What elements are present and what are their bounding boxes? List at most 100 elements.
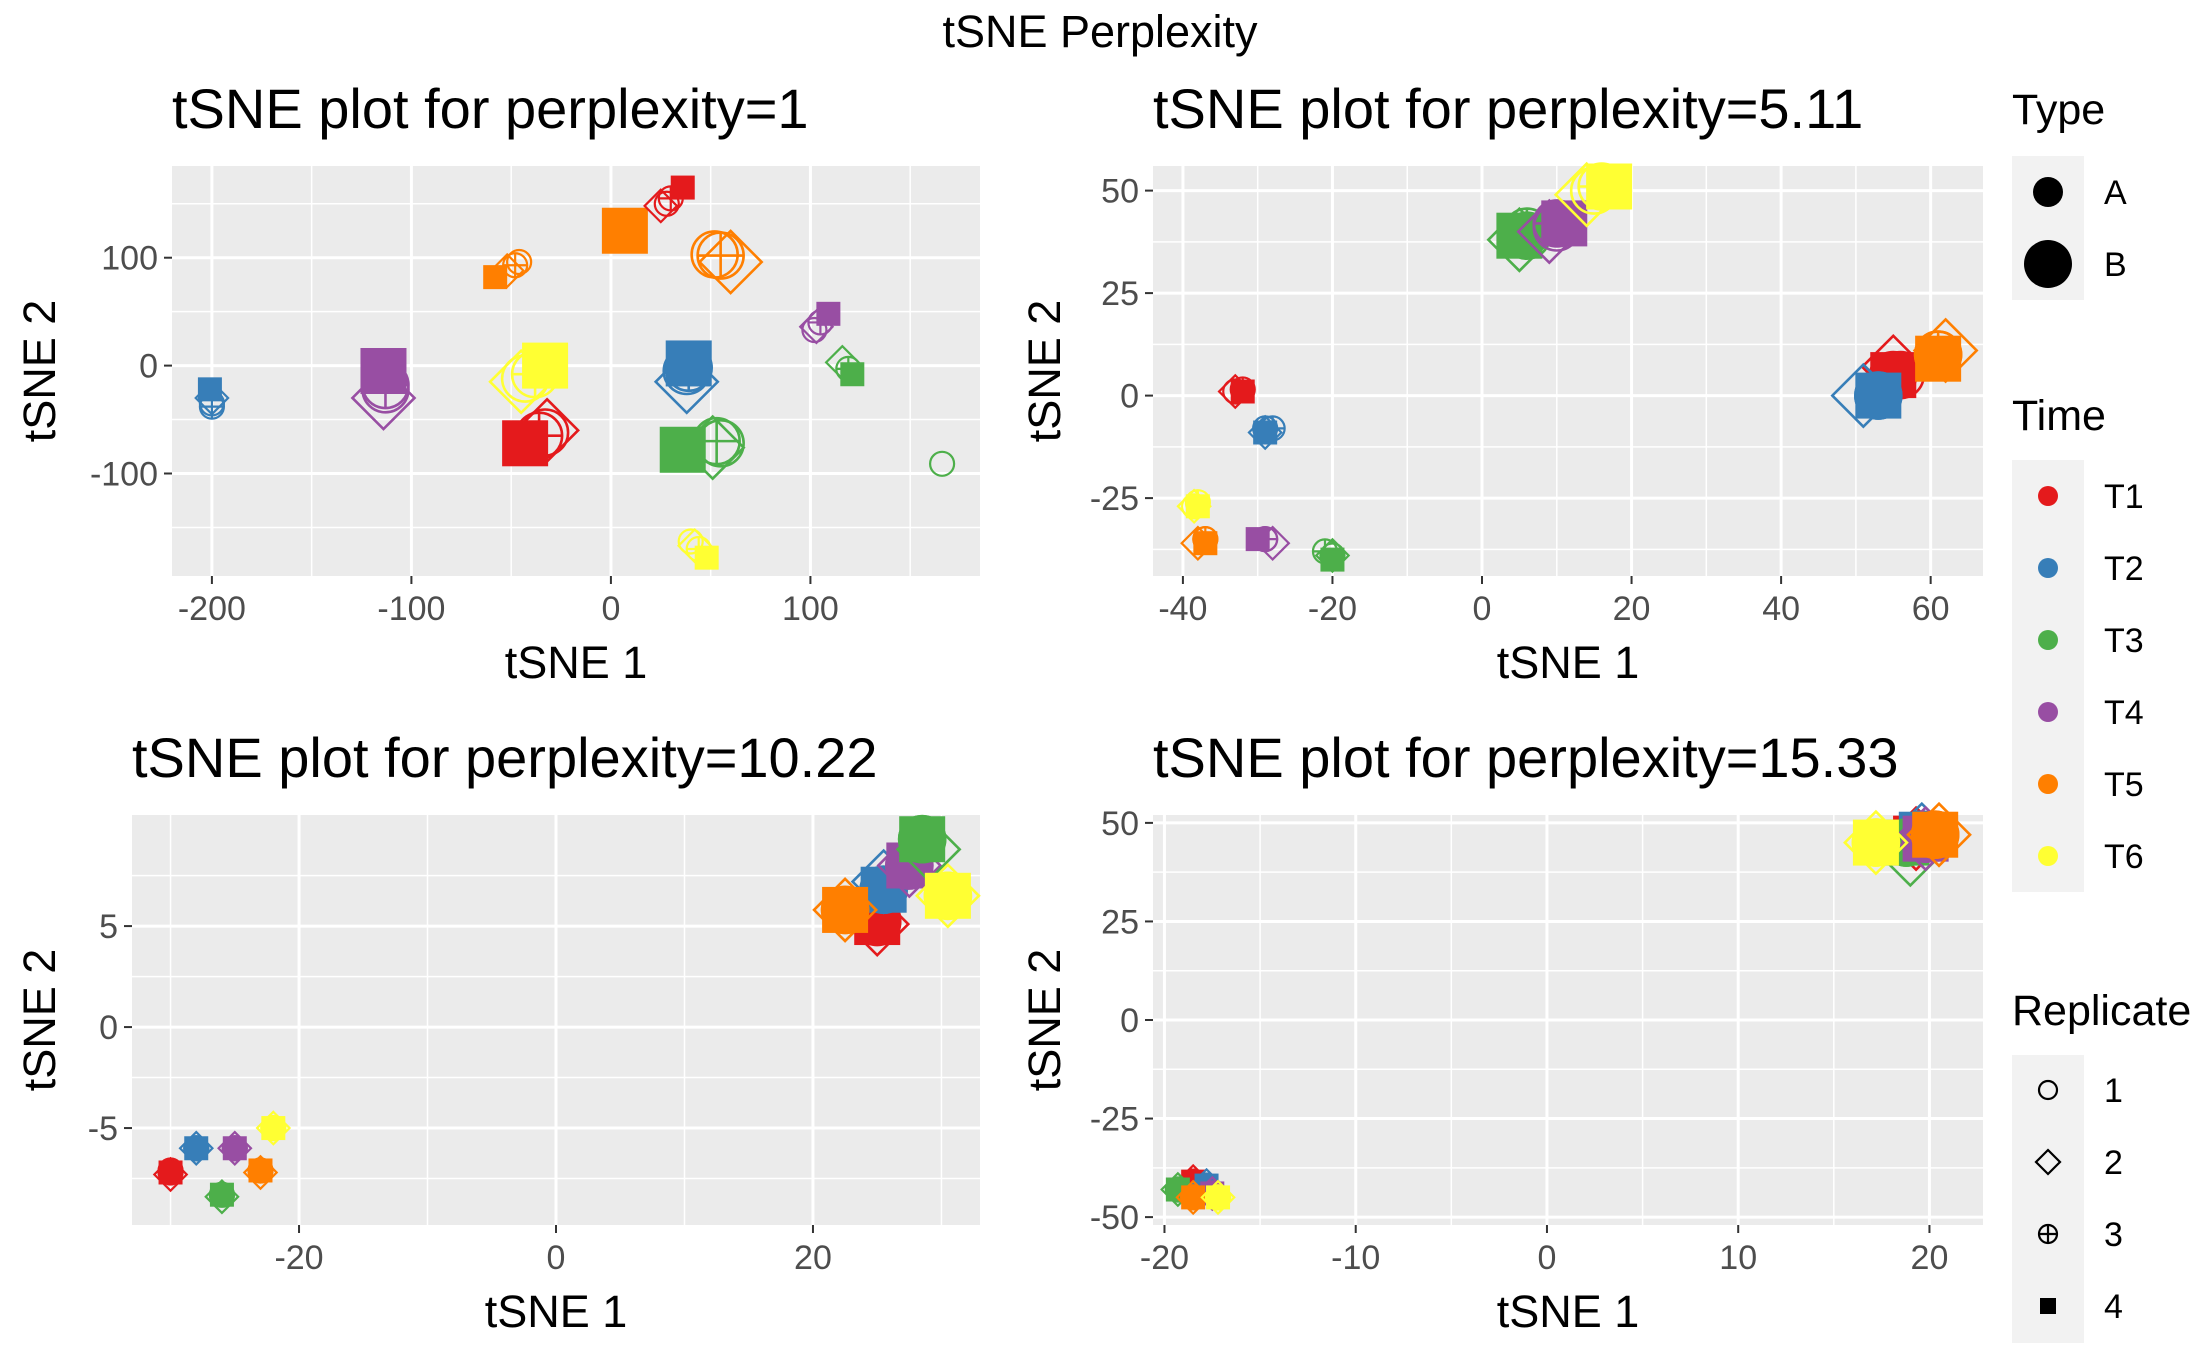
- point-t5-rep4-typea: [1193, 531, 1218, 556]
- y-tick-label: -50: [1090, 1199, 1139, 1237]
- panel-1-y-axis-label: tSNE 2: [14, 300, 65, 443]
- panel-3-y-axis-label: tSNE 2: [14, 949, 65, 1092]
- point-t5-rep4-typeb: [822, 886, 869, 933]
- point-t2-rep4-typeb: [665, 340, 712, 387]
- panel-2-x-axis-label: tSNE 1: [1497, 637, 1640, 688]
- panel-4-points: [1160, 801, 1972, 1216]
- point-t4-rep4-typea: [1245, 527, 1270, 552]
- panel-1-x-axis-label: tSNE 1: [505, 637, 648, 688]
- legend-replicate-label-2: 2: [2104, 1144, 2123, 1182]
- panel-2-axes: -40 -20 0 20 40 60 -25 0 25 50: [1090, 173, 1950, 628]
- x-tick-label: -200: [178, 590, 246, 628]
- point-t5-rep4-typeb: [601, 207, 648, 254]
- legend-time-label-t4: T4: [2104, 694, 2144, 732]
- legend-time-key-t3: [2038, 630, 2058, 650]
- point-t4-rep4-typeb: [360, 348, 407, 394]
- point-t5-rep4-typeb: [1915, 335, 1962, 382]
- point-t1-rep4-typea: [1230, 379, 1255, 404]
- legend-time-label-t1: T1: [2104, 478, 2144, 516]
- panel-1-axes: -200 -100 0 100 -100 0 100: [90, 240, 839, 628]
- legend-type-key-b: [2024, 240, 2072, 288]
- point-t5-rep2-typeb: [697, 229, 764, 295]
- legend-replicate-key-3: [2037, 1223, 2059, 1245]
- panel-1-title: tSNE plot for perplexity=1: [172, 77, 809, 140]
- legend-replicate-key-1: [2037, 1079, 2059, 1101]
- point-t4-rep4-typea: [222, 1136, 247, 1161]
- panel-4-title: tSNE plot for perplexity=15.33: [1153, 726, 1899, 789]
- legend-type-label-a: A: [2104, 174, 2127, 212]
- point-t3-rep4-typea: [840, 362, 865, 387]
- legend-type-label-b: B: [2104, 246, 2127, 284]
- x-tick-label: 60: [1912, 590, 1950, 628]
- legend-type-title: Type: [2012, 86, 2105, 134]
- x-tick-label: 20: [1911, 1239, 1949, 1277]
- y-tick-label: -25: [1090, 480, 1139, 518]
- legend-type-key-a: [2033, 177, 2063, 207]
- x-tick-label: 100: [782, 590, 839, 628]
- legend-type: Type AB: [2012, 86, 2127, 300]
- legend-replicate-title: Replicate: [2012, 987, 2191, 1035]
- point-t3-rep4-typea: [1320, 547, 1345, 572]
- panel-4-x-axis-label: tSNE 1: [1497, 1286, 1640, 1337]
- legend-time-key-t6: [2038, 846, 2058, 866]
- x-tick-label: 0: [547, 1239, 566, 1277]
- panel-3-x-axis-label: tSNE 1: [485, 1286, 628, 1337]
- point-t3-rep4-typeb: [899, 816, 946, 863]
- panel-perplexity-1: tSNE plot for perplexity=1 -200 -100 0 100-…: [14, 77, 980, 688]
- point-t1-rep4-typeb: [502, 420, 549, 467]
- y-tick-label: 0: [1120, 378, 1139, 416]
- y-tick-label: 50: [1101, 805, 1139, 843]
- point-t4-rep4-typeb: [1541, 200, 1588, 247]
- legend-time-box: [2012, 460, 2084, 892]
- panel-4-gridlines: [1153, 815, 1983, 1225]
- point-t6-rep4-typea: [694, 545, 719, 570]
- legend-replicate-key-2: [2034, 1148, 2062, 1176]
- point-t4-rep4-typea: [816, 301, 841, 326]
- x-tick-label: -100: [377, 590, 445, 628]
- point-t2-rep4-typea: [197, 377, 222, 402]
- point-t5-rep3-typeb: [696, 231, 745, 280]
- panel-2-points: [1176, 161, 1979, 574]
- point-t6-rep4-typea: [1206, 1185, 1231, 1210]
- panel-perplexity-5-11: tSNE plot for perplexity=5.11 -40 -20 0 20 4…: [1019, 77, 1983, 688]
- point-t1-rep4-typea: [670, 175, 695, 200]
- point-t3-rep1-typea: [928, 450, 956, 477]
- point-t6-rep4-typea: [1185, 494, 1210, 519]
- x-tick-label: -10: [1331, 1239, 1380, 1277]
- legend-replicate-items: 1 2 3 4: [2034, 1072, 2123, 1326]
- point-t6-rep1-typea: [677, 528, 704, 555]
- panel-3-points: [152, 814, 981, 1215]
- point-t2-rep4-typeb: [1855, 372, 1902, 419]
- legend-replicate: Replicate 1 2 3 4: [2012, 987, 2191, 1343]
- panel-3-title: tSNE plot for perplexity=10.22: [132, 726, 878, 789]
- legend-time-title: Time: [2012, 392, 2106, 440]
- legend-time-label-t3: T3: [2104, 622, 2144, 660]
- point-t2-rep4-typea: [1253, 420, 1278, 445]
- point-t6-rep4-typea: [261, 1116, 286, 1141]
- legend-time-key-t4: [2038, 702, 2058, 722]
- x-tick-label: -20: [1140, 1239, 1189, 1277]
- x-tick-label: -20: [274, 1239, 323, 1277]
- legend-time-key-t2: [2038, 558, 2058, 578]
- x-tick-label: 40: [1762, 590, 1800, 628]
- panel-perplexity-15-33: tSNE plot for perplexity=15.33 -20 -10 0 10…: [1019, 726, 1983, 1337]
- x-tick-label: 0: [1473, 590, 1492, 628]
- legend-time-key-t5: [2038, 774, 2058, 794]
- point-t3-rep4-typeb: [659, 426, 706, 473]
- legend-time: Time T1 T2 T3 T4 T5 T6: [2012, 392, 2144, 892]
- legend-time-items: T1 T2 T3 T4 T5 T6: [2038, 478, 2144, 876]
- panel-perplexity-10-22: tSNE plot for perplexity=10.22 -20 0 20 -5 0…: [14, 726, 981, 1337]
- point-t6-rep4-typeb: [1852, 819, 1899, 866]
- y-tick-label: 50: [1101, 173, 1139, 211]
- panel-1-points: [194, 175, 956, 570]
- y-tick-label: 0: [99, 1009, 118, 1047]
- point-t5-rep4-typeb: [1912, 811, 1959, 858]
- y-tick-label: -25: [1090, 1101, 1139, 1139]
- panel-2-title: tSNE plot for perplexity=5.11: [1153, 77, 1863, 140]
- y-tick-label: -5: [88, 1110, 118, 1148]
- legend-replicate-key-4: [2040, 1298, 2056, 1314]
- x-tick-label: 10: [1719, 1239, 1757, 1277]
- y-tick-label: -100: [90, 456, 158, 494]
- x-tick-label: 20: [794, 1239, 832, 1277]
